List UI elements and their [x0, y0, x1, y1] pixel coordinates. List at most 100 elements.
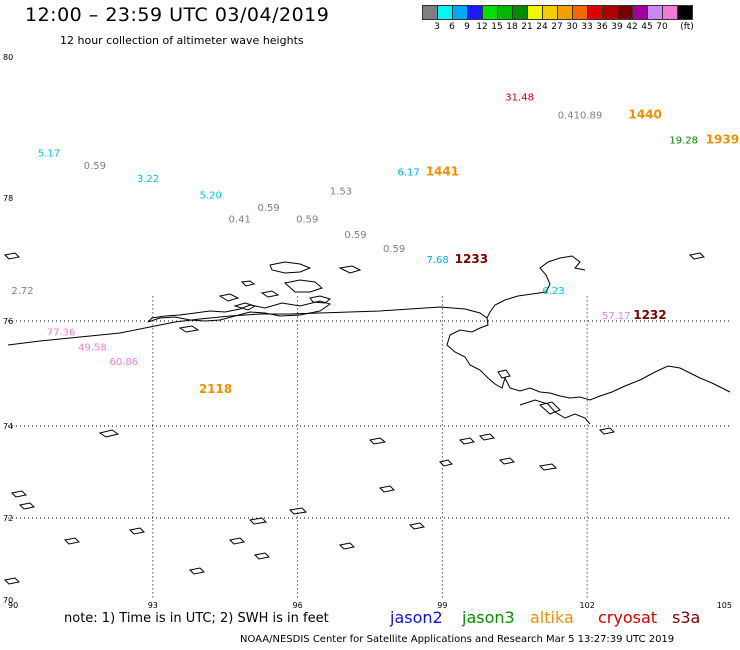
island: [269, 261, 312, 274]
island: [283, 279, 323, 293]
island: [497, 369, 511, 379]
island: [288, 507, 308, 515]
color-scale-label: 36: [596, 22, 608, 32]
island: [233, 302, 257, 311]
color-scale-bar: [422, 5, 693, 20]
island: [309, 295, 332, 304]
pass-time-label: 1441: [426, 164, 459, 178]
longitude-label: 93: [148, 601, 158, 610]
color-scale-label: 39: [611, 22, 623, 32]
island: [178, 325, 200, 333]
island: [538, 463, 558, 471]
page-subtitle: 12 hour collection of altimeter wave hei…: [60, 34, 304, 47]
wave-height-label: 0.59: [296, 215, 318, 226]
wave-height-label: 1.53: [330, 186, 352, 197]
mission-legend-item: altika: [530, 608, 574, 627]
island: [458, 437, 476, 445]
wave-height-label: 5.20: [200, 191, 222, 202]
pass-time-label: 1440: [628, 107, 661, 121]
coastline-bay: [519, 399, 591, 425]
island: [260, 290, 280, 298]
wave-height-label: 0.59: [344, 230, 366, 241]
island: [63, 537, 81, 545]
island: [338, 542, 356, 550]
island: [253, 552, 271, 560]
latitude-label: 70: [3, 596, 13, 605]
island: [439, 459, 453, 467]
island: [147, 300, 332, 323]
mission-legend-item: jason3: [462, 608, 515, 627]
island: [128, 527, 146, 535]
wave-height-label: 19.28: [669, 136, 698, 147]
island: [478, 433, 496, 441]
island: [10, 490, 28, 498]
wave-height-label: 6.23: [542, 286, 564, 297]
wave-height-label: 0.59: [84, 161, 106, 172]
color-scale-label: 30: [566, 22, 578, 32]
longitude-label: 102: [580, 601, 595, 610]
color-scale-unit: (ft): [680, 22, 694, 32]
island: [688, 252, 706, 260]
island: [240, 280, 256, 287]
color-scale-swatch: [677, 5, 693, 20]
color-scale-label: 18: [506, 22, 518, 32]
color-scale-label: 9: [464, 22, 470, 32]
island: [228, 537, 246, 545]
wave-height-label: 60.86: [110, 357, 139, 368]
wave-height-label: 49.58: [78, 342, 107, 353]
footnote: note: 1) Time is in UTC; 2) SWH is in fe…: [64, 611, 329, 626]
color-scale-label: 15: [491, 22, 503, 32]
latitude-label: 74: [3, 422, 13, 431]
color-scale-label: 42: [626, 22, 638, 32]
color-scale-label: 24: [536, 22, 548, 32]
island: [408, 522, 426, 530]
observation-labels: 31.48 0.410.89 1440 19.28 1939 5.17 0.59 3.22 6.…: [11, 93, 739, 396]
longitude-label: 90: [8, 601, 18, 610]
island: [3, 577, 21, 585]
island: [218, 293, 240, 302]
latitude-label: 76: [3, 317, 13, 326]
color-scale-label: 12: [476, 22, 488, 32]
island: [538, 401, 561, 415]
color-scale-label: 45: [641, 22, 653, 32]
island: [338, 265, 362, 274]
pass-time-label: 2118: [199, 382, 232, 396]
island: [598, 427, 616, 435]
color-scale-label: 33: [581, 22, 593, 32]
longitude-label: 96: [293, 601, 303, 610]
mission-legend-item: cryosat: [598, 608, 658, 627]
island: [368, 437, 387, 445]
latitude-label: 72: [3, 514, 13, 523]
pass-time-label: 1233: [455, 252, 488, 266]
color-scale-labels: 3 6 9 12 15 18 21 24 27 30 33 36 39 42 45 70 (ft): [422, 22, 740, 34]
latitude-label: 80: [3, 53, 13, 62]
page-title: 12:00 – 23:59 UTC 03/04/2019: [25, 4, 330, 26]
coastline-taymyr-east: [486, 255, 586, 319]
island: [18, 502, 36, 510]
wave-height-label: 7.68: [426, 255, 448, 266]
island: [188, 567, 206, 575]
wave-height-label: 6.17: [397, 167, 419, 178]
color-scale-label: 6: [449, 22, 455, 32]
wave-height-label: 77.36: [47, 328, 76, 339]
longitude-label: 99: [437, 601, 447, 610]
latitude-label: 78: [3, 194, 13, 203]
wave-height-label: 0.41: [229, 215, 251, 226]
mission-legend-item: jason2: [390, 608, 443, 627]
wave-height-label: 0.59: [258, 203, 280, 214]
wave-height-label: 57.17: [602, 311, 631, 322]
island: [498, 457, 516, 465]
color-scale-label: 3: [434, 22, 440, 32]
longitude-label: 105: [717, 601, 732, 610]
mission-legend-item: s3a: [672, 608, 701, 627]
island: [378, 485, 396, 493]
color-scale-label: 70: [656, 22, 668, 32]
pass-time-label: 1232: [633, 308, 666, 322]
wave-height-label: 31.48: [505, 93, 534, 104]
wave-height-label: 5.17: [38, 148, 60, 159]
coastline-mainland: [7, 306, 731, 401]
coastline: [3, 252, 731, 585]
wave-height-label: 0.410.89: [558, 110, 603, 121]
